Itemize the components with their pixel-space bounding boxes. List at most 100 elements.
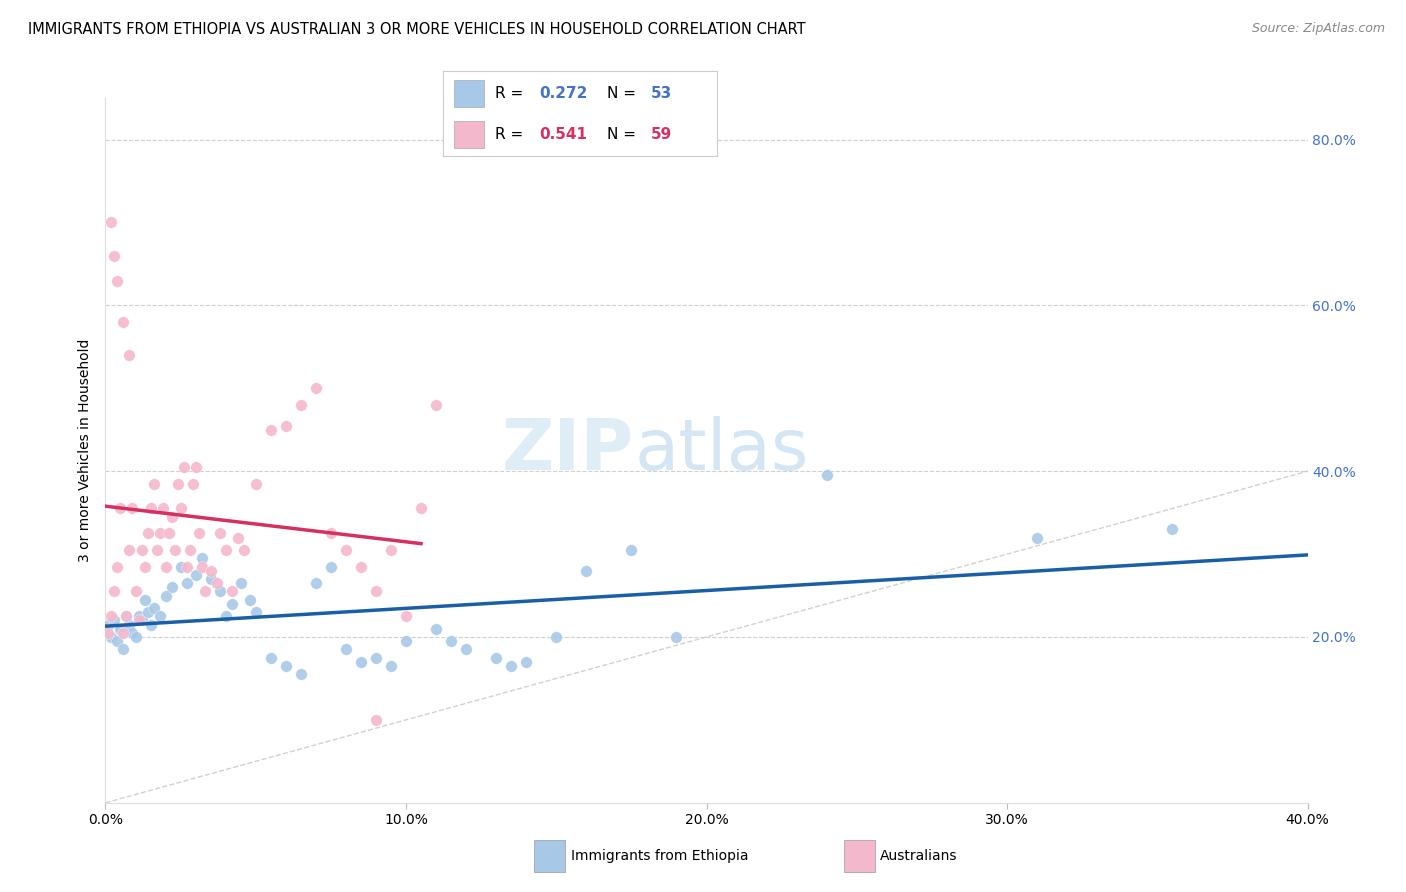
FancyBboxPatch shape [454,120,484,147]
Point [245,605,267,619]
Point [335,543,357,558]
Point [107,559,129,574]
Point [190,559,212,574]
Point [245,476,267,491]
Point [155,589,177,603]
Text: atlas: atlas [634,416,808,485]
Point [148,526,170,541]
Point [200,572,222,586]
Point [118,617,141,632]
Point [121,625,143,640]
Point [665,630,688,644]
Text: Australians: Australians [880,849,957,863]
Point [274,418,297,433]
Point [319,526,342,541]
Text: IMMIGRANTS FROM ETHIOPIA VS AUSTRALIAN 3 OR MORE VEHICLES IN HOUSEHOLD CORRELATI: IMMIGRANTS FROM ETHIOPIA VS AUSTRALIAN 3… [28,22,806,37]
Point [124,630,146,644]
Text: Immigrants from Ethiopia: Immigrants from Ethiopia [571,849,748,863]
Point [485,650,508,665]
Text: N =: N = [607,127,641,142]
Text: N =: N = [607,86,641,101]
Point [194,584,217,599]
Text: 0.272: 0.272 [538,86,588,101]
Point [620,543,643,558]
Point [142,476,165,491]
Point [160,509,183,524]
Point [232,543,254,558]
Point [112,625,135,640]
Point [515,655,537,669]
Point [173,460,195,475]
Point [184,460,207,475]
Point [115,609,138,624]
Point [454,642,477,657]
Point [134,592,156,607]
Point [142,601,165,615]
FancyBboxPatch shape [454,80,484,107]
Point [157,526,180,541]
Point [131,614,153,628]
Point [118,543,141,558]
Point [128,609,150,624]
Point [100,609,122,624]
Point [139,617,162,632]
Point [121,501,143,516]
Point [305,576,328,591]
Point [305,381,328,395]
Point [110,622,132,636]
Point [103,584,125,599]
Point [136,526,159,541]
Point [208,584,231,599]
Point [364,584,387,599]
Point [350,559,373,574]
Point [139,501,162,516]
Point [100,215,122,229]
Point [107,273,129,287]
Point [145,543,167,558]
Point [128,614,150,628]
Point [163,543,186,558]
Point [205,576,228,591]
Point [184,567,207,582]
Point [97,617,120,632]
Point [97,625,120,640]
Point [166,476,188,491]
Point [118,348,141,362]
Point [134,559,156,574]
Text: 59: 59 [651,127,672,142]
Point [221,584,243,599]
Point [335,642,357,657]
Point [395,609,418,624]
Point [364,650,387,665]
Point [350,655,373,669]
Point [440,634,463,648]
Point [187,526,209,541]
Point [425,398,447,412]
Point [124,584,146,599]
Point [200,564,222,578]
Point [176,576,198,591]
Point [110,501,132,516]
Point [181,476,204,491]
Text: ZIP: ZIP [502,416,634,485]
Point [1161,522,1184,536]
Point [160,580,183,594]
Point [364,713,387,727]
Point [274,659,297,673]
Point [221,597,243,611]
Point [815,468,838,483]
Point [380,659,402,673]
Text: Source: ZipAtlas.com: Source: ZipAtlas.com [1251,22,1385,36]
Point [501,659,523,673]
Point [229,576,252,591]
Point [148,609,170,624]
Point [239,592,262,607]
Point [152,501,174,516]
Point [131,543,153,558]
Point [546,630,568,644]
Point [115,609,138,624]
Point [409,501,432,516]
Point [575,564,598,578]
Text: R =: R = [495,86,529,101]
Point [107,634,129,648]
